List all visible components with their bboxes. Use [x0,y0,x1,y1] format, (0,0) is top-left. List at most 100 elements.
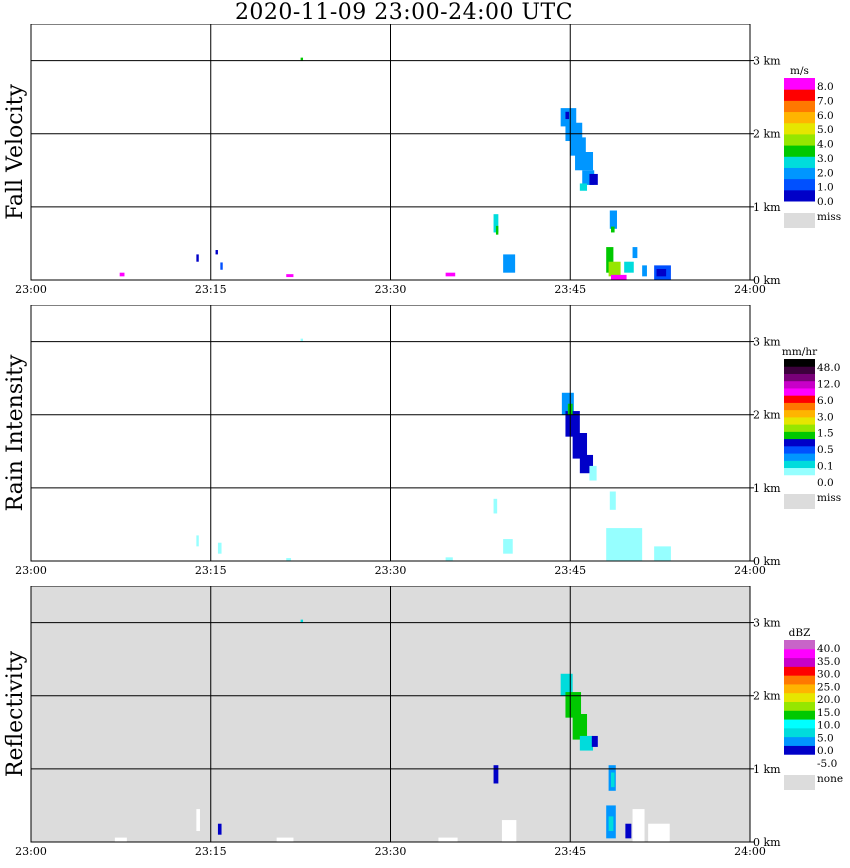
rain-intensity-echo-cell [609,491,616,510]
fall-velocity-echo-cell [565,122,583,142]
rain-intensity-echo-cell [606,528,643,561]
fall-velocity-echo-cell [286,274,294,278]
reflectivity-colorbar-swatch [784,719,815,729]
rain-intensity-colorbar-label: 0.0 [817,477,834,489]
rain-intensity-colorbar-label: 3.0 [817,411,834,423]
rain-intensity-colorbar-swatch [784,467,815,476]
fall-velocity-echo-cell [610,226,615,233]
reflectivity-echo-cell [565,692,582,718]
rain-intensity-colorbar-missing-label: miss [817,492,841,504]
reflectivity-height-tick-label: 1 km [753,763,781,776]
reflectivity-colorbar-swatch [784,727,815,738]
reflectivity-echo-cell [579,735,594,751]
reflectivity-height-tick-label: 2 km [753,690,781,703]
fall-velocity-colorbar-label: 2.0 [817,167,834,179]
reflectivity-time-tick-label: 23:45 [554,845,586,858]
reflectivity-echo-cell [493,765,499,784]
fall-velocity-colorbar-label: 0.0 [817,196,834,208]
fall-velocity-colorbar-swatch [784,100,815,113]
rain-intensity-height-tick-label: 1 km [753,482,781,495]
rain-intensity-colorbar-swatch [784,402,815,411]
reflectivity-colorbar-label: 10.0 [817,720,840,732]
reflectivity-colorbar-label: -5.0 [817,758,837,770]
fall-velocity-echo-cell [220,262,223,270]
reflectivity-colorbar-swatch [784,640,815,650]
rain-intensity-colorbar-label: 48.0 [817,362,840,374]
reflectivity-colorbar-swatch [784,648,815,659]
fall-velocity-echo-cell [624,261,634,273]
fall-velocity-height-tick-label: 1 km [753,201,781,214]
rain-intensity-echo-cell [503,539,513,554]
reflectivity-echo-cell [114,837,127,842]
rain-intensity-colorbar-swatch [784,366,815,374]
fall-velocity-echo-cell [570,137,586,156]
rain-intensity-colorbar-unit: mm/hr [782,346,818,358]
reflectivity-colorbar-label: 25.0 [817,681,840,693]
fall-velocity-echo-cell [300,57,304,61]
reflectivity-echo-cell [648,823,670,842]
rain-intensity-time-tick-label: 23:00 [15,564,47,577]
fall-velocity-label: Fall Velocity [3,84,28,220]
rain-intensity-colorbar-swatch [784,474,815,483]
reflectivity-echo-cell [625,823,632,839]
fall-velocity-echo-cell [565,111,570,120]
fall-velocity-colorbar-swatch [784,89,815,101]
reflectivity-echo-cell [610,772,615,788]
rain-intensity-colorbar-swatch [784,387,815,396]
reflectivity-colorbar-swatch [784,710,815,720]
rain-intensity-height-tick-label: 0 km [753,555,781,568]
rain-intensity-time-tick-label: 23:30 [375,564,407,577]
rain-intensity-colorbar-missing-swatch [784,494,815,509]
fall-velocity-echo-cell [656,269,667,277]
rain-intensity-colorbar-swatch [784,416,815,425]
fall-velocity-echo-cell [493,214,499,233]
reflectivity-echo-cell [438,837,458,842]
rain-intensity-height-tick-label: 2 km [753,409,781,422]
reflectivity-echo-cell [501,820,517,842]
rain-intensity-time-tick-label: 23:45 [554,564,586,577]
reflectivity-echo-cell [608,816,614,832]
reflectivity-colorbar-swatch [784,745,815,755]
reflectivity-time-tick-label: 23:15 [195,845,227,858]
fall-velocity-height-tick-label: 0 km [753,274,781,287]
rain-intensity-echo-cell [196,535,199,547]
fall-velocity-colorbar-missing-swatch [784,213,815,228]
reflectivity-colorbar-swatch [784,666,815,676]
rain-intensity-echo-cell [565,411,580,437]
fall-velocity-echo-cell [608,261,621,277]
reflectivity-colorbar-label: 0.0 [817,745,834,757]
reflectivity-panel: Reflectivity 0 km 1 km 2 km 3 km 23:00 23:15 23… [3,586,843,858]
reflectivity-time-tick-label: 23:00 [15,845,47,858]
rain-intensity-colorbar-swatch [784,395,815,403]
fall-velocity-echo-cell [215,250,218,255]
fall-velocity-time-tick-label: 24:00 [734,283,766,296]
reflectivity-echo-cell [591,735,598,747]
rain-intensity-colorbar-label: 1.5 [817,428,834,440]
reflectivity-height-tick-label: 0 km [753,836,781,849]
fall-velocity-echo-cell [632,247,638,259]
fall-velocity-colorbar-label: 7.0 [817,95,834,107]
reflectivity-colorbar-missing-label: none [817,773,843,785]
reflectivity-colorbar-label: 5.0 [817,732,834,744]
reflectivity-colorbar-label: 20.0 [817,694,840,706]
fall-velocity-colorbar-missing-label: miss [817,211,841,223]
fall-velocity-time-tick-label: 23:15 [195,283,227,296]
fall-velocity-colorbar-swatch [784,122,815,135]
rain-intensity-echo-cell [217,542,222,554]
reflectivity-height-tick-label: 3 km [753,617,781,630]
rain-intensity-colorbar-label: 12.0 [817,378,840,390]
reflectivity-colorbar-swatch [784,754,815,764]
reflectivity-echo-cell [632,809,645,842]
fall-velocity-time-tick-label: 23:45 [554,283,586,296]
fall-velocity-echo-cell [606,247,614,273]
rain-intensity-colorbar-swatch [784,373,815,382]
fall-velocity-colorbar-swatch [784,111,815,124]
rain-intensity-colorbar-swatch [784,359,815,367]
fall-velocity-colorbar-label: 4.0 [817,139,834,151]
fall-velocity-colorbar-swatch [784,145,815,157]
rain-intensity-time-tick-label: 23:15 [195,564,227,577]
rain-intensity-colorbar-swatch [784,380,815,389]
rain-intensity-echo-cell [300,338,304,342]
fall-velocity-echo-cell [575,152,594,171]
reflectivity-echo-cell [196,809,200,832]
